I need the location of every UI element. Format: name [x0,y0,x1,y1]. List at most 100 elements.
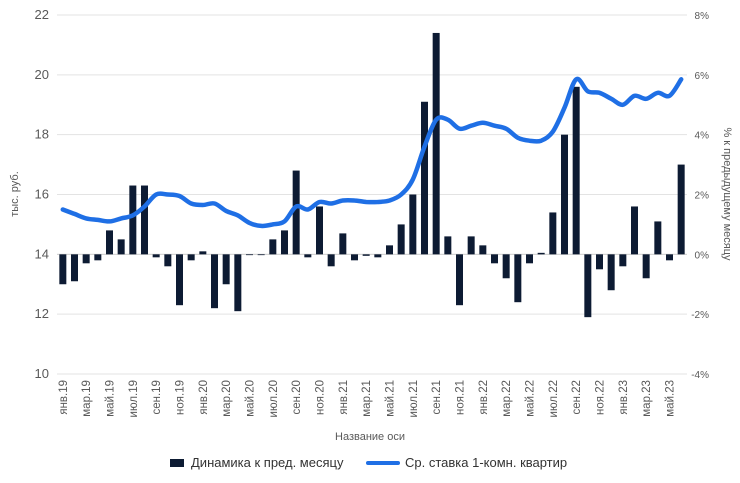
bar [537,252,545,255]
x-tick-label: ноя.22 [595,380,607,415]
right-axis-title: % к предыдущему месяцу [721,127,733,261]
legend-bar-swatch [170,459,184,467]
x-tick-label: мар.22 [501,380,513,417]
x-tick-label: ноя.20 [315,380,327,415]
bar [106,230,113,255]
bar [584,254,592,318]
left-axis-ticks: 10 12 14 16 18 20 22 [35,7,49,381]
bar [176,254,183,306]
x-tick-label: сен.22 [571,380,583,414]
x-tick-label: янв.21 [338,380,350,415]
right-axis-ticks: -4% -2% 0% 2% 4% 6% 8% [691,11,709,381]
x-tick-label: мар.19 [81,380,93,417]
bar [677,164,685,255]
y-tick-label-left: 22 [35,7,49,22]
x-tick-label: июл.19 [128,380,140,418]
bar [607,254,615,291]
x-tick-label: май.23 [665,380,677,417]
x-tick-label: сен.21 [431,380,443,414]
bar [432,32,440,255]
bar [526,254,533,264]
bar [666,254,673,261]
y-tick-label-right: 8% [695,11,710,22]
bar [386,245,393,255]
y-tick-label-left: 20 [35,67,49,82]
x-tick-label: май.21 [385,380,397,417]
bar [222,254,230,285]
bar-series [59,32,685,318]
gridlines [57,14,687,375]
bar [199,251,207,255]
x-tick-label: мар.21 [361,380,373,417]
bar [572,86,580,255]
bar [94,254,102,261]
x-tick-label: янв.22 [478,380,490,415]
bar [549,212,557,255]
bar [502,254,510,279]
bar [456,254,463,306]
bar [281,230,288,255]
x-tick-label: мар.23 [641,380,653,417]
bar [71,254,78,282]
bar [304,254,312,258]
bar [479,245,487,255]
bar [292,170,300,255]
bar [164,254,172,267]
x-tick-label: мар.20 [221,380,233,417]
bar [444,236,452,255]
legend: Динамика к пред. месяцу Ср. ставка 1-ком… [170,455,567,470]
bar [187,254,195,261]
x-tick-label: июл.21 [408,380,420,418]
bar [59,254,67,285]
x-tick-label: янв.20 [198,380,210,415]
bar [642,254,650,279]
bar [117,239,125,255]
x-tick-label: ноя.21 [455,380,467,415]
bar [421,101,428,255]
bar [654,221,662,255]
bar [141,185,148,255]
y-tick-label-left: 14 [35,246,49,261]
bar [467,236,475,255]
y-tick-label-left: 18 [35,127,49,142]
bar [327,254,335,267]
bar [374,254,382,258]
y-tick-label-right: -2% [691,310,709,321]
bar [409,194,417,255]
x-axis-title: Название оси [335,431,405,443]
x-tick-label: июл.22 [548,380,560,418]
x-tick-label: май.20 [245,380,257,417]
rate-line [60,76,684,229]
bar [631,206,638,255]
bar [246,254,253,256]
x-tick-label: май.19 [105,380,117,417]
bar [351,254,358,261]
legend-line-label: Ср. ставка 1-комн. квартир [405,455,567,470]
bar [397,224,405,255]
bar [316,206,323,255]
bar [82,254,90,264]
bar [514,254,522,303]
y-tick-label-right: -4% [691,370,709,381]
bar [596,254,603,270]
x-axis-ticks: янв.19 мар.19 май.19 июл.19 сен.19 ноя.19 янв.… [58,380,677,418]
x-tick-label: сен.19 [151,380,163,414]
bar [491,254,498,264]
bar [234,254,242,312]
bar [339,233,347,255]
left-axis-title: тыс. руб. [9,171,21,217]
y-tick-label-right: 0% [695,250,710,261]
legend-bar-label: Динамика к пред. месяцу [191,455,344,470]
y-tick-label-right: 2% [695,191,710,202]
x-tick-label: янв.19 [58,380,70,415]
x-tick-label: май.22 [525,380,537,417]
y-tick-label-right: 4% [695,131,710,142]
bar [561,134,568,255]
bar [619,254,627,267]
x-tick-label: ноя.19 [175,380,187,415]
line-series [60,76,684,229]
bar [362,254,370,256]
bar [211,254,218,309]
y-tick-label-left: 10 [35,366,49,381]
